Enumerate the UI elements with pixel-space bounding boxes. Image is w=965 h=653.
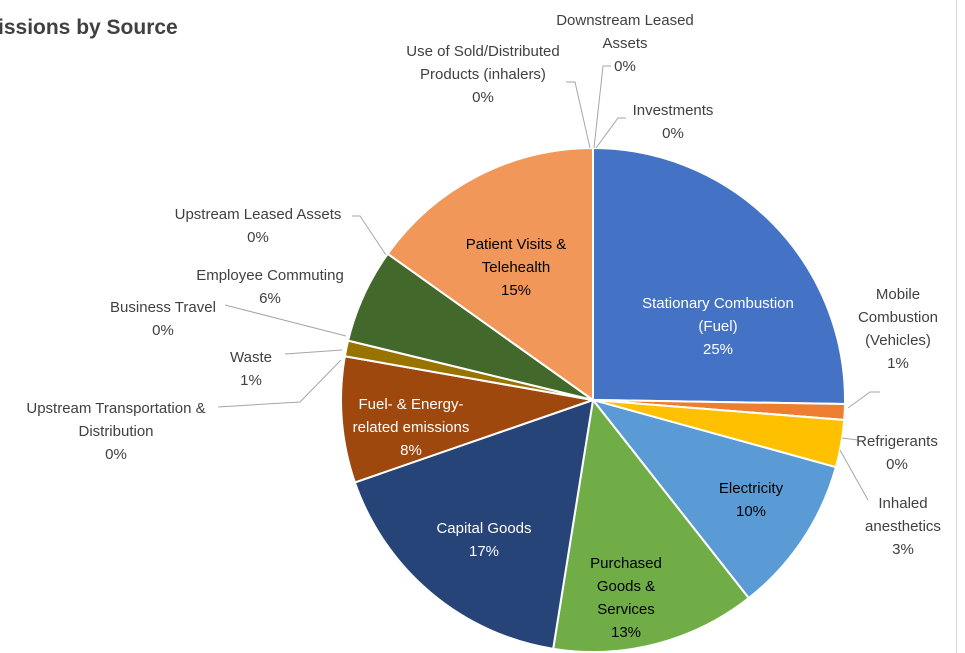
category-label: Employee Commuting bbox=[196, 267, 344, 284]
slice-label: Investments 0% bbox=[613, 99, 733, 145]
value-label: 17% bbox=[468, 543, 500, 560]
category-label: Mobile Combustion (Vehicles) bbox=[857, 286, 939, 349]
category-label: Patient Visits & Telehealth bbox=[465, 236, 567, 276]
pie-slice bbox=[552, 397, 751, 653]
slice-label: Capital Goods 17% bbox=[424, 517, 544, 563]
slice-label: Patient Visits & Telehealth 15% bbox=[456, 233, 576, 302]
category-label: Upstream Transportation & Distribution bbox=[26, 400, 206, 440]
leader-line bbox=[593, 65, 611, 149]
slice-label: Business Travel 0% bbox=[103, 296, 223, 342]
value-label: 0% bbox=[614, 58, 636, 75]
pie-slice bbox=[592, 146, 846, 406]
value-label: 6% bbox=[259, 290, 281, 307]
category-label: Refrigerants bbox=[856, 433, 938, 450]
slice-label: Refrigerants 0% bbox=[847, 430, 947, 476]
value-label: 0% bbox=[247, 229, 269, 246]
value-label: 0% bbox=[152, 322, 174, 339]
value-label: 0% bbox=[105, 446, 127, 463]
category-label: Electricity bbox=[718, 480, 784, 497]
chart-title: issions by Source bbox=[0, 16, 178, 39]
category-label: Purchased Goods & Services bbox=[590, 555, 662, 618]
slice-label: Stationary Combustion (Fuel) 25% bbox=[623, 292, 813, 361]
category-label: Investments bbox=[632, 102, 714, 119]
category-label: Waste bbox=[230, 349, 272, 366]
category-label: Use of Sold/Distributed Products (inhale… bbox=[406, 43, 560, 83]
slice-label: Mobile Combustion (Vehicles) 1% bbox=[853, 283, 943, 375]
value-label: 0% bbox=[472, 89, 494, 106]
category-label: Downstream Leased Assets bbox=[556, 12, 694, 52]
category-label: Inhaled anesthetics bbox=[865, 495, 941, 535]
value-label: 25% bbox=[702, 341, 734, 358]
pie-slice bbox=[590, 398, 838, 600]
slice-label: Upstream Transportation & Distribution 0% bbox=[11, 397, 221, 466]
leader-line bbox=[284, 349, 343, 355]
slice-label: Waste 1% bbox=[221, 346, 281, 392]
leader-line bbox=[595, 117, 626, 149]
value-label: 1% bbox=[240, 372, 262, 389]
leader-line bbox=[566, 81, 591, 149]
leader-line bbox=[224, 304, 347, 337]
slice-label: Use of Sold/Distributed Products (inhale… bbox=[393, 40, 573, 109]
slice-label: Employee Commuting 6% bbox=[185, 264, 355, 310]
value-label: 10% bbox=[735, 503, 767, 520]
category-label: Upstream Leased Assets bbox=[174, 206, 342, 223]
leader-line bbox=[839, 449, 869, 501]
slice-label: Fuel- & Energy-related emissions 8% bbox=[346, 393, 476, 462]
category-label: Capital Goods bbox=[436, 520, 532, 537]
leader-line bbox=[841, 437, 859, 441]
leader-lines bbox=[217, 65, 880, 501]
slice-label: Purchased Goods & Services 13% bbox=[576, 552, 676, 644]
value-label: 0% bbox=[662, 125, 684, 142]
pie-slice bbox=[340, 355, 597, 484]
leader-line bbox=[217, 359, 342, 408]
slice-label: Inhaled anesthetics 3% bbox=[858, 492, 948, 561]
value-label: 8% bbox=[400, 442, 422, 459]
chart-border bbox=[956, 0, 957, 653]
value-label: 0% bbox=[886, 456, 908, 473]
slice-label: Upstream Leased Assets 0% bbox=[158, 203, 358, 249]
category-label: Stationary Combustion (Fuel) bbox=[642, 295, 794, 335]
category-label: Business Travel bbox=[110, 299, 216, 316]
leader-line bbox=[352, 215, 387, 256]
value-label: 15% bbox=[500, 282, 532, 299]
category-label: Fuel- & Energy-related emissions bbox=[352, 396, 470, 436]
value-label: 13% bbox=[610, 624, 642, 641]
value-label: 3% bbox=[892, 541, 914, 558]
pie-slice bbox=[386, 146, 594, 402]
leader-line bbox=[847, 391, 880, 409]
value-label: 1% bbox=[887, 355, 909, 372]
slice-label: Downstream Leased Assets 0% bbox=[540, 9, 710, 78]
slice-label: Electricity 10% bbox=[701, 477, 801, 523]
